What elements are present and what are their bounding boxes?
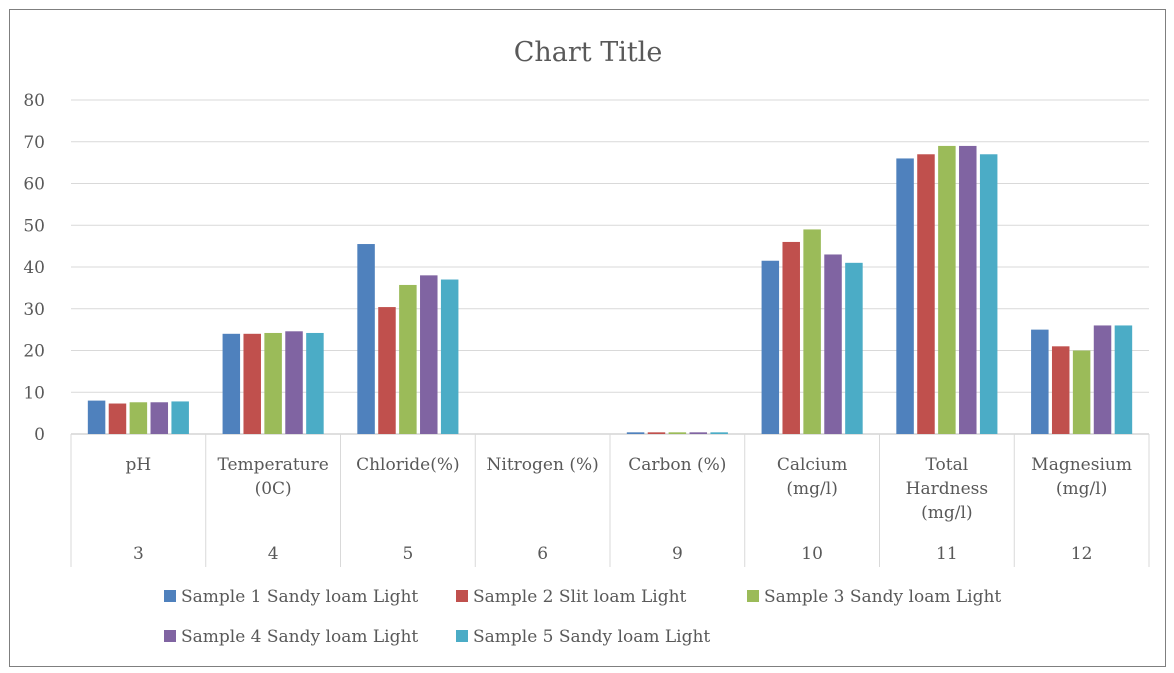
bars bbox=[87, 145, 1133, 435]
y-tick-label: 60 bbox=[23, 175, 45, 195]
y-axis-ticks: 0 10 20 30 40 50 60 70 80 bbox=[23, 91, 45, 445]
category-number: 10 bbox=[801, 544, 823, 564]
bar-series-1-category-2 bbox=[222, 333, 241, 434]
bar-series-4-category-3 bbox=[420, 275, 438, 434]
category-label: Temperature bbox=[217, 455, 328, 475]
category-label: Magnesium bbox=[1031, 455, 1132, 475]
legend-label-series-3: Sample 3 Sandy loam Light bbox=[764, 587, 1001, 607]
bar-series-5-category-5 bbox=[710, 432, 728, 434]
bar-series-5-category-7 bbox=[979, 154, 998, 434]
bar-series-3-category-8 bbox=[1072, 350, 1091, 434]
legend-swatch-series-3 bbox=[747, 590, 759, 602]
y-tick-label: 50 bbox=[23, 216, 45, 236]
legend-swatch-series-5 bbox=[456, 630, 468, 642]
category-number: 4 bbox=[268, 544, 279, 564]
bar-series-1-category-7 bbox=[896, 158, 914, 434]
category-label: pH bbox=[126, 455, 152, 475]
category-number: 11 bbox=[936, 544, 958, 564]
category-axis: pH 3 Temperature (0C) 4 Chloride(%) 5 Nitrogen … bbox=[70, 434, 1150, 567]
category-label: (mg/l) bbox=[1056, 479, 1107, 499]
bar-series-3-category-6 bbox=[803, 229, 821, 434]
category-number: 3 bbox=[133, 544, 144, 564]
legend-label-series-5: Sample 5 Sandy loam Light bbox=[473, 627, 710, 647]
bar-series-3-category-3 bbox=[399, 284, 417, 434]
legend-swatch-series-4 bbox=[164, 630, 176, 642]
legend-swatch-series-2 bbox=[456, 590, 468, 602]
y-tick-label: 40 bbox=[23, 258, 45, 278]
legend-swatch-series-1 bbox=[164, 590, 176, 602]
chart-container: Chart Title 0 10 20 30 40 50 60 70 80 pH 3 Tempera… bbox=[9, 9, 1166, 667]
bar-series-2-category-8 bbox=[1051, 346, 1070, 434]
bar-series-5-category-3 bbox=[440, 279, 459, 434]
y-tick-label: 80 bbox=[23, 91, 45, 111]
bar-series-4-category-1 bbox=[150, 402, 169, 434]
bar-series-4-category-8 bbox=[1093, 325, 1112, 434]
legend-label-series-4: Sample 4 Sandy loam Light bbox=[181, 627, 418, 647]
bar-chart: Chart Title 0 10 20 30 40 50 60 70 80 pH 3 Tempera… bbox=[23, 37, 1150, 647]
y-tick-label: 20 bbox=[23, 342, 45, 362]
bar-series-5-category-1 bbox=[171, 401, 189, 434]
bar-series-1-category-3 bbox=[357, 244, 375, 434]
category-label: (mg/l) bbox=[786, 479, 837, 499]
bar-series-2-category-1 bbox=[108, 403, 127, 434]
category-number: 6 bbox=[537, 544, 548, 564]
bar-series-2-category-3 bbox=[378, 307, 396, 434]
category-label: (0C) bbox=[255, 479, 292, 499]
chart-title: Chart Title bbox=[514, 37, 663, 68]
category-label: Carbon (%) bbox=[628, 455, 726, 475]
bar-series-1-category-5 bbox=[626, 432, 645, 434]
bar-series-5-category-2 bbox=[306, 332, 324, 434]
bar-series-1-category-6 bbox=[761, 260, 780, 434]
y-tick-label: 30 bbox=[23, 300, 45, 320]
bar-series-2-category-5 bbox=[647, 432, 666, 434]
bar-series-4-category-2 bbox=[285, 331, 303, 434]
category-number: 12 bbox=[1071, 544, 1093, 564]
bar-series-1-category-1 bbox=[87, 400, 106, 434]
y-tick-label: 10 bbox=[23, 383, 45, 403]
category-label: (mg/l) bbox=[921, 503, 972, 523]
bar-series-5-category-6 bbox=[845, 262, 863, 434]
category-number: 9 bbox=[672, 544, 683, 564]
bar-series-3-category-1 bbox=[129, 402, 148, 434]
legend-label-series-1: Sample 1 Sandy loam Light bbox=[181, 587, 418, 607]
bar-series-4-category-7 bbox=[959, 145, 977, 435]
y-tick-label: 0 bbox=[34, 425, 45, 445]
bar-series-3-category-7 bbox=[938, 145, 956, 435]
bar-series-3-category-5 bbox=[668, 432, 687, 434]
category-label: Hardness bbox=[906, 479, 988, 499]
y-tick-label: 70 bbox=[23, 133, 45, 153]
bar-series-3-category-2 bbox=[264, 332, 282, 434]
category-number: 5 bbox=[402, 544, 413, 564]
category-label: Nitrogen (%) bbox=[487, 455, 599, 475]
bar-series-4-category-5 bbox=[689, 432, 708, 434]
bar-series-2-category-2 bbox=[243, 333, 261, 434]
category-label: Chloride(%) bbox=[356, 455, 460, 475]
bar-series-2-category-6 bbox=[782, 241, 800, 434]
category-label: Total bbox=[926, 455, 969, 475]
bar-series-1-category-8 bbox=[1031, 329, 1049, 434]
legend: Sample 1 Sandy loam Light Sample 2 Slit l… bbox=[164, 587, 1001, 647]
category-label: Calcium bbox=[777, 455, 848, 475]
bar-series-5-category-8 bbox=[1114, 325, 1133, 434]
bar-series-4-category-6 bbox=[824, 254, 842, 434]
legend-label-series-2: Sample 2 Slit loam Light bbox=[473, 587, 687, 607]
bar-series-2-category-7 bbox=[917, 154, 935, 434]
